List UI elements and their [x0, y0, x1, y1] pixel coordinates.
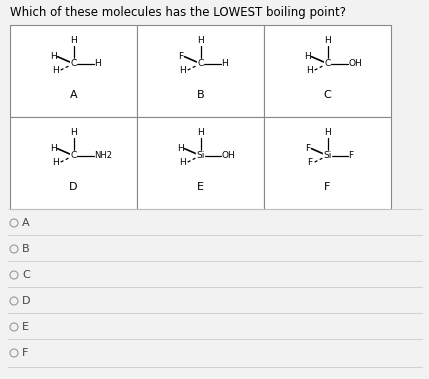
Text: D: D [22, 296, 30, 306]
Text: C: C [70, 151, 77, 160]
Text: F: F [305, 144, 311, 153]
Bar [137, 117, 264, 209]
Text: F: F [22, 348, 28, 358]
Text: C: C [324, 59, 331, 68]
Text: H: H [52, 66, 58, 75]
Text: Si: Si [196, 151, 205, 160]
Text: B: B [196, 90, 204, 100]
Text: NH2: NH2 [94, 151, 112, 160]
Text: H: H [50, 144, 57, 153]
Text: H: H [50, 52, 57, 61]
Text: OH: OH [221, 151, 235, 160]
Text: H: H [177, 144, 184, 153]
Text: H: H [324, 128, 331, 137]
Text: D: D [69, 182, 78, 192]
Bar [264, 117, 391, 209]
Text: E: E [22, 322, 29, 332]
Text: A: A [69, 90, 77, 100]
Text: F: F [307, 158, 312, 167]
Text: H: H [221, 59, 228, 68]
Bar [10, 117, 137, 209]
Bar [10, 25, 137, 117]
Text: C: C [323, 90, 331, 100]
Text: H: H [306, 66, 312, 75]
Text: F: F [348, 151, 353, 160]
Text: E: E [197, 182, 204, 192]
Bar [264, 25, 391, 117]
Text: Si: Si [323, 151, 332, 160]
Text: H: H [179, 66, 185, 75]
Text: H: H [197, 128, 204, 137]
Text: C: C [197, 59, 204, 68]
Bar [137, 25, 264, 117]
Text: H: H [197, 36, 204, 45]
Text: F: F [324, 182, 331, 192]
Text: H: H [70, 36, 77, 45]
Text: OH: OH [348, 59, 362, 68]
Text: A: A [22, 218, 30, 228]
Text: H: H [94, 59, 101, 68]
Text: H: H [70, 128, 77, 137]
Text: F: F [178, 52, 184, 61]
Text: H: H [304, 52, 311, 61]
Text: Which of these molecules has the LOWEST boiling point?: Which of these molecules has the LOWEST … [10, 6, 346, 19]
Text: H: H [324, 36, 331, 45]
Text: H: H [179, 158, 185, 167]
Text: H: H [52, 158, 58, 167]
Text: B: B [22, 244, 30, 254]
Text: C: C [22, 270, 30, 280]
Text: C: C [70, 59, 77, 68]
